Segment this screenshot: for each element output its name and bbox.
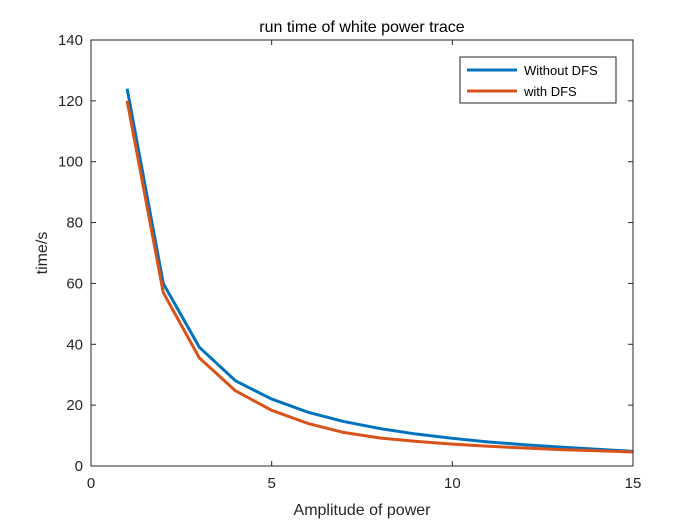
x-tick-label: 0 (87, 475, 95, 492)
series-line-1 (125, 88, 634, 453)
series-line-2 (125, 100, 634, 454)
y-tick-label: 140 (58, 32, 83, 49)
y-tick-label: 80 (66, 215, 83, 232)
x-tick-label: 5 (267, 475, 275, 492)
x-tick-label: 15 (625, 475, 642, 492)
series-layer (125, 88, 634, 454)
x-axis-label: Amplitude of power (294, 502, 432, 519)
y-tick-label: 60 (66, 275, 83, 292)
legend-box (459, 56, 617, 104)
x-tick-label: 10 (444, 475, 461, 492)
y-tick-label: 0 (75, 458, 83, 475)
legend-label-2: with DFS (523, 84, 577, 99)
y-tick-label: 100 (58, 154, 83, 171)
y-tick-label: 20 (66, 397, 83, 414)
y-tick-label: 40 (66, 336, 83, 353)
axes-layer: 0 5 10 15 0 20 40 60 80 100 120 140 (58, 32, 641, 492)
legend: Without DFS with DFS (459, 56, 617, 104)
legend-label-1: Without DFS (524, 63, 598, 78)
chart-title: run time of white power trace (259, 19, 465, 36)
y-tick-label: 120 (58, 93, 83, 110)
plot-area (91, 40, 633, 466)
plot-frame (90, 39, 634, 467)
y-axis-label: time/s (34, 232, 51, 275)
